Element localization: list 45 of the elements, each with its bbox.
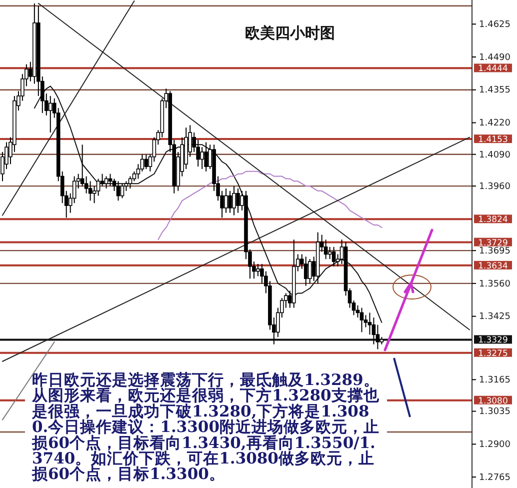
candlestick [104, 176, 108, 189]
candlestick [360, 307, 364, 333]
ref-line-label: 1.3824 [478, 215, 508, 226]
candlestick [48, 95, 52, 133]
candlestick [304, 256, 308, 286]
ref-line-label: 1.4153 [478, 135, 508, 146]
candlestick [144, 154, 148, 170]
y-tick-label: 1.4355 [479, 86, 510, 96]
candlestick [224, 188, 228, 214]
y-tick-label: 1.3165 [479, 376, 510, 386]
candlestick [308, 258, 312, 284]
y-tick-label: 1.2900 [479, 440, 511, 450]
candlestick [376, 324, 380, 350]
candlestick [204, 142, 208, 172]
ref-line-label: 1.3080 [478, 396, 508, 406]
candlestick [128, 176, 132, 189]
line-series [158, 170, 382, 240]
y-tick-label: 1.2765 [479, 472, 510, 483]
y-tick-label: 1.3035 [479, 407, 510, 418]
text: 欧美四小时图 [245, 24, 335, 42]
candlestick [116, 180, 120, 202]
y-tick-label: 1.3560 [479, 279, 511, 290]
ref-line-label: 1.4444 [478, 64, 508, 74]
y-tick-label: 1.3425 [479, 312, 510, 322]
y-tick-label: 1.4625 [479, 20, 510, 30]
candlestick [88, 180, 92, 202]
candlestick [228, 190, 232, 214]
ref-line-label: 1.3275 [478, 348, 508, 359]
candlestick [200, 146, 204, 170]
candlestick [80, 144, 84, 187]
annotation: 昨日欧元还是选择震荡下行，最氐触及1.3289。从图形来看，欧元还是很弱，下方1.3280支撑也是很强，一旦成功下破1.3280,下方将是1.3080.今日操作建议：1.3300附近进场做多欧元，止损60个点，目标看向1.3430,再看向1.3550/1.3740。如汇价下跌，可在1.3080做多欧元，止损60个点，目标1.3300。 [31, 370, 380, 484]
y-tick-label: 1.3960 [479, 182, 511, 192]
ref-line-label: 1.3329 [478, 336, 508, 346]
candlestick [332, 246, 336, 267]
candlestick [256, 263, 260, 277]
ref-line-label: 1.3634 [478, 261, 508, 272]
candlestick [236, 188, 240, 214]
y-tick-label: 1.4220 [479, 118, 511, 129]
candlestick [120, 183, 124, 199]
y-tick-label: 1.4490 [479, 52, 511, 63]
candlestick [232, 186, 236, 216]
candlestick [140, 154, 144, 172]
candlestick [372, 317, 376, 345]
y-tick-label: 1.3695 [479, 246, 510, 256]
y-tick-label: 1.4090 [479, 150, 511, 160]
